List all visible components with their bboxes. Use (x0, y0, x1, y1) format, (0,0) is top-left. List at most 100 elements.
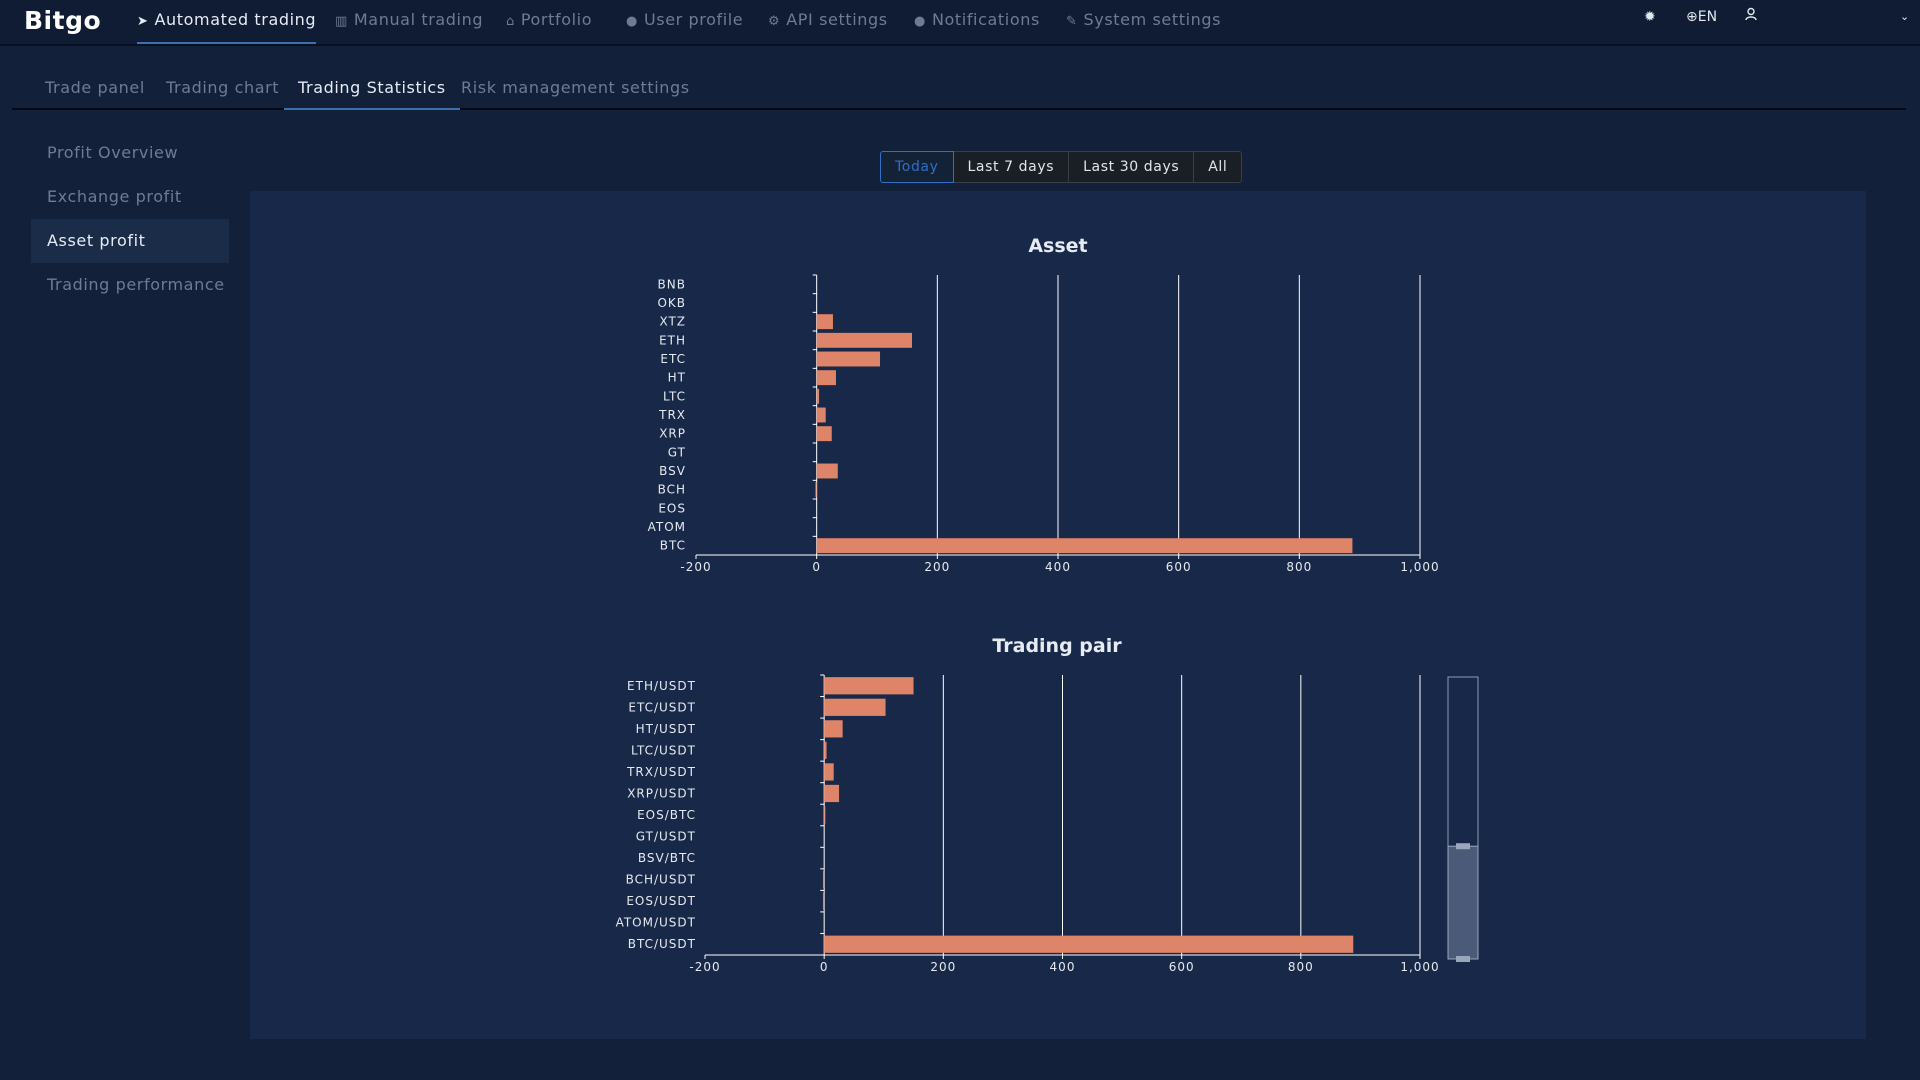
y-category-label: BTC (660, 539, 686, 553)
y-category-label: HT/USDT (636, 722, 696, 736)
range-last-7-days-button[interactable]: Last 7 days (952, 151, 1070, 183)
y-category-label: XRP/USDT (627, 786, 696, 800)
side-item-exchange-profit[interactable]: Exchange profit (47, 187, 182, 206)
bar-xrp[interactable] (816, 426, 832, 442)
y-category-label: ATOM (648, 520, 686, 534)
bar-chart-icon: ▥ (335, 14, 348, 29)
language-selector[interactable]: ⊕EN (1686, 9, 1718, 25)
x-tick-label: 0 (812, 560, 821, 574)
y-category-label: BSV (659, 464, 686, 478)
range-today-button[interactable]: Today (880, 151, 954, 183)
y-category-label: ATOM/USDT (616, 916, 696, 930)
bar-xtz[interactable] (816, 314, 833, 330)
y-category-label: ETH/USDT (627, 679, 696, 693)
bar-eth[interactable] (816, 332, 912, 348)
x-tick-label: 400 (1050, 960, 1076, 974)
tab-risk-management-settings[interactable]: Risk management settings (461, 78, 690, 97)
bar-ltc-usdt[interactable] (824, 741, 827, 759)
bank-icon: ⌂ (506, 14, 515, 29)
nav-user-profile[interactable]: ● User profile (626, 0, 743, 42)
y-category-label: ETC (660, 352, 686, 366)
globe-icon: ⊕ (1686, 9, 1698, 25)
nav-notifications[interactable]: ● Notifications (914, 0, 1040, 42)
y-category-label: BSV/BTC (638, 851, 696, 865)
bar-bch-usdt[interactable] (822, 871, 825, 889)
x-tick-label: 800 (1288, 960, 1314, 974)
paper-plane-icon: ➤ (137, 14, 149, 29)
wrench-icon: ✎ (1066, 14, 1078, 29)
asset-bar-chart: -200 0 200 400 600 800 1,000 BNB OKB XTZ ETH ETC HT L… (648, 274, 1439, 574)
bar-etc-usdt[interactable] (824, 698, 886, 716)
zoom-slider-handle-bottom[interactable] (1456, 956, 1470, 962)
y-category-label: BCH (658, 483, 686, 497)
bar-eth-usdt[interactable] (824, 677, 914, 695)
y-category-label: HT (668, 371, 686, 385)
y-category-label: OKB (657, 296, 686, 310)
gears-icon: ⚙ (768, 14, 781, 29)
y-category-label: ETH (659, 333, 686, 347)
x-tick-label: -200 (689, 960, 720, 974)
bar-bch[interactable] (815, 482, 817, 498)
side-item-asset-profit[interactable]: Asset profit (31, 219, 229, 263)
date-range-selector: Today Last 7 days Last 30 days All (880, 151, 1243, 183)
bar-trx[interactable] (816, 407, 826, 423)
nav-api-settings[interactable]: ⚙ API settings (768, 0, 888, 42)
trading-pair-chart-title: Trading pair (992, 635, 1122, 657)
y-category-label: XTZ (659, 315, 686, 329)
x-tick-label: 200 (930, 960, 956, 974)
bar-ltc[interactable] (816, 388, 820, 404)
nav-manual-trading[interactable]: ▥ Manual trading (335, 0, 483, 42)
theme-toggle[interactable]: ✹ (1644, 0, 1656, 36)
tab-trading-statistics[interactable]: Trading Statistics (284, 70, 460, 110)
y-category-label: BNB (658, 277, 686, 291)
tab-trading-chart[interactable]: Trading chart (166, 78, 280, 97)
bar-btc[interactable] (816, 538, 1353, 554)
bar-bsv[interactable] (816, 463, 838, 479)
y-category-label: XRP (659, 427, 686, 441)
bar-eos-btc[interactable] (824, 806, 826, 824)
bar-xrp-usdt[interactable] (824, 784, 840, 803)
bar-btc-usdt[interactable] (824, 935, 1354, 953)
comment-icon: ● (914, 14, 926, 29)
bar-eos-usdt[interactable] (822, 892, 825, 910)
x-tick-label: 600 (1166, 560, 1192, 574)
nav-automated-trading[interactable]: ➤ Automated trading (137, 0, 317, 44)
bar-ht[interactable] (816, 370, 836, 386)
x-tick-label: 400 (1045, 560, 1071, 574)
y-category-label: ETC/USDT (628, 700, 696, 714)
subtabs-bar: Trade panel Trading chart Trading Statis… (12, 70, 1906, 110)
x-tick-label: 0 (820, 960, 829, 974)
chevron-down-icon[interactable]: ⌄ (1900, 10, 1910, 23)
side-item-profit-overview[interactable]: Profit Overview (47, 143, 179, 162)
zoom-slider-handle-top[interactable] (1456, 843, 1470, 850)
y-category-label: TRX (658, 408, 686, 422)
range-last-30-days-button[interactable]: Last 30 days (1068, 151, 1195, 183)
side-item-trading-performance[interactable]: Trading performance (47, 275, 225, 294)
y-category-label: LTC/USDT (631, 743, 696, 757)
sun-icon: ✹ (1644, 9, 1656, 25)
nav-portfolio[interactable]: ⌂ Portfolio (506, 0, 592, 42)
account-menu[interactable] (1744, 0, 1758, 36)
y-category-label: BCH/USDT (626, 873, 696, 887)
brand-logo[interactable]: Bitgo (24, 6, 102, 35)
zoom-slider-window[interactable] (1447, 845, 1479, 960)
range-all-button[interactable]: All (1193, 151, 1243, 183)
asset-chart-title: Asset (1028, 235, 1088, 257)
x-tick-label: 800 (1286, 560, 1312, 574)
nav-system-settings[interactable]: ✎ System settings (1066, 0, 1221, 42)
y-category-label: EOS (658, 501, 686, 515)
user-icon: ● (626, 14, 638, 29)
top-navbar: Bitgo ➤ Automated trading ▥ Manual trading… (0, 0, 1920, 46)
bar-trx-usdt[interactable] (824, 763, 834, 781)
x-tick-label: 200 (924, 560, 950, 574)
y-category-label: GT/USDT (636, 830, 696, 844)
y-category-label: TRX/USDT (626, 765, 696, 779)
bar-ht-usdt[interactable] (824, 720, 843, 738)
user-outline-icon (1745, 7, 1757, 21)
tab-trade-panel[interactable]: Trade panel (45, 78, 145, 97)
y-category-label: EOS/USDT (626, 894, 696, 908)
y-category-label: EOS/BTC (637, 808, 696, 822)
bar-etc[interactable] (816, 351, 881, 367)
y-category-label: LTC (663, 389, 686, 403)
x-tick-label: 1,000 (1400, 960, 1439, 974)
